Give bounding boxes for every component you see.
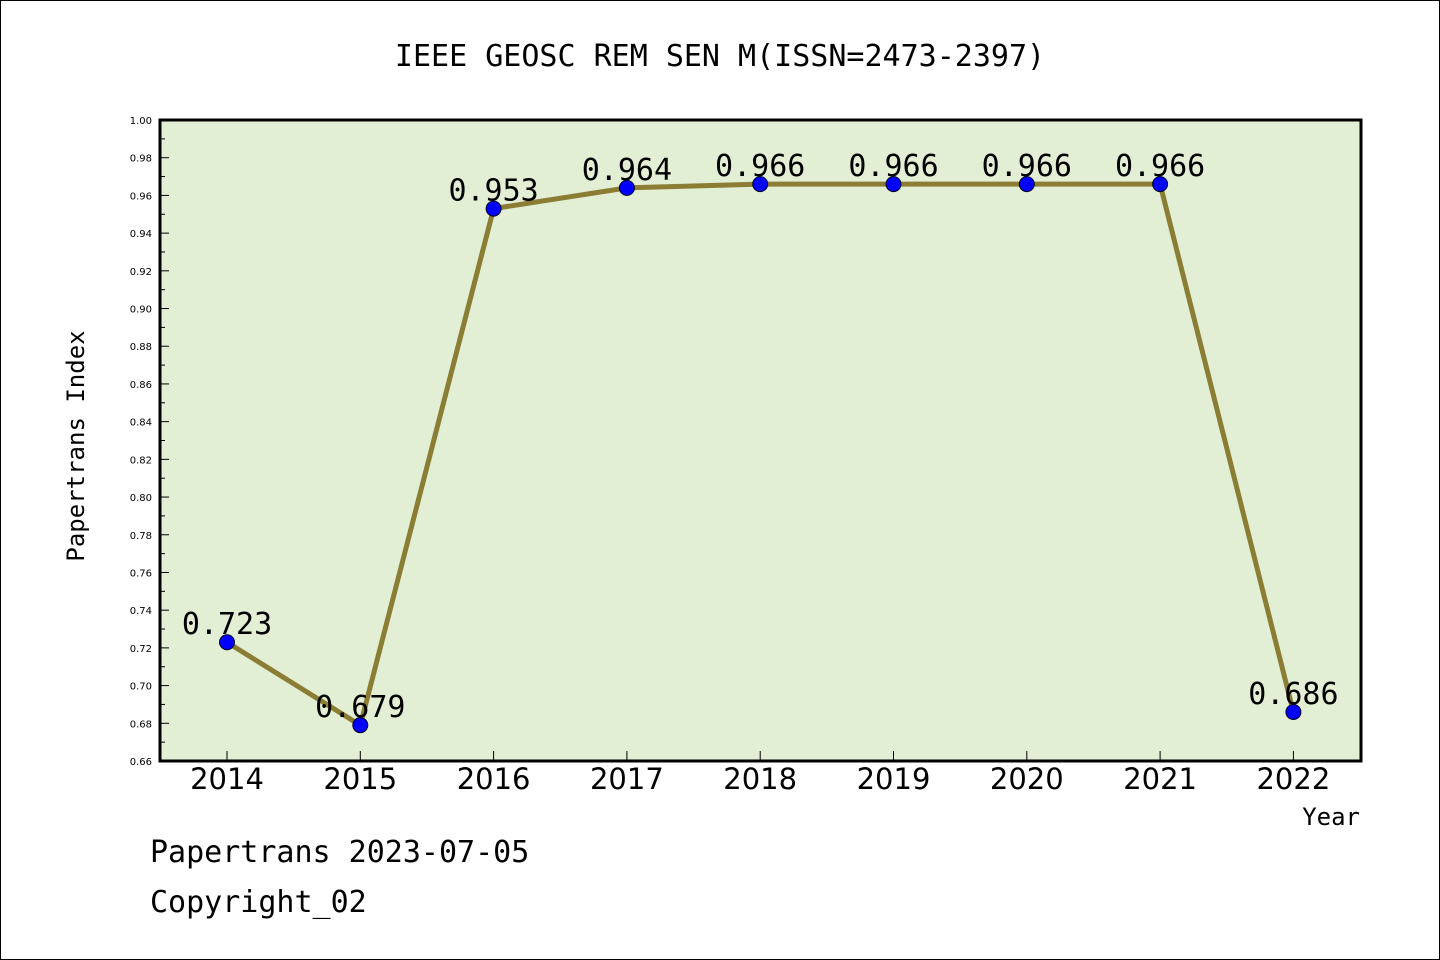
data-label-group: 0.723 0.679 0.953 0.964 0.966 0.966 0.966 0.966… <box>182 149 1339 725</box>
y-tick-label: 1.00 <box>130 116 152 127</box>
x-tick-label: 2014 <box>190 762 264 796</box>
y-tick-label: 0.86 <box>130 380 152 391</box>
x-tick-label: 2017 <box>590 762 664 796</box>
data-label: 0.679 <box>315 690 405 725</box>
x-axis-title: Year <box>1302 803 1360 831</box>
footer-copyright: Copyright_02 <box>150 885 367 920</box>
data-label: 0.964 <box>582 153 672 188</box>
y-tick-label: 0.74 <box>130 606 152 617</box>
data-point-marker <box>352 717 369 734</box>
y-tick-label: 0.88 <box>130 342 152 353</box>
chart-title: IEEE GEOSC REM SEN M(ISSN=2473-2397) <box>395 39 1045 74</box>
x-tick-label: 2015 <box>323 762 397 796</box>
marker-group <box>219 176 1302 734</box>
y-axis: 0.66 0.68 0.70 0.72 0.74 0.76 0.78 0.80 0.82 0.84… <box>130 116 169 768</box>
y-tick-label: 0.96 <box>130 191 152 202</box>
data-label: 0.966 <box>715 149 805 184</box>
y-tick-label: 0.94 <box>130 229 152 240</box>
data-label: 0.953 <box>448 174 538 209</box>
footer-date: Papertrans 2023-07-05 <box>150 835 530 870</box>
data-point-marker <box>752 176 769 193</box>
y-tick-label: 0.76 <box>130 568 152 579</box>
y-tick-label: 0.72 <box>130 644 152 655</box>
y-tick-label: 0.70 <box>130 682 152 693</box>
plot-area <box>158 118 1363 763</box>
x-tick-label: 2016 <box>457 762 531 796</box>
data-point-marker <box>1018 176 1035 193</box>
y-tick-label: 0.90 <box>130 305 152 316</box>
data-label: 0.966 <box>982 149 1072 184</box>
y-tick-label: 0.78 <box>130 531 152 542</box>
y-tick-label: 0.92 <box>130 267 152 278</box>
data-point-marker <box>1285 703 1302 720</box>
y-tick-label: 0.80 <box>130 493 152 504</box>
x-axis: 2014 2015 2016 2017 2018 2019 2020 2021 2022 <box>190 751 1330 796</box>
data-label: 0.686 <box>1248 677 1338 712</box>
data-label: 0.723 <box>182 607 272 642</box>
data-point-marker <box>219 634 235 651</box>
x-tick-label: 2019 <box>857 762 931 796</box>
x-tick-label: 2021 <box>1123 762 1197 796</box>
data-point-marker <box>618 179 635 196</box>
y-axis-title: Papertrans Index <box>62 330 90 561</box>
y-tick-label: 0.98 <box>130 154 152 165</box>
data-label: 0.966 <box>848 149 938 184</box>
y-tick-label: 0.82 <box>130 455 152 466</box>
y-tick-label: 0.84 <box>130 418 152 429</box>
x-tick-label: 2022 <box>1256 762 1330 796</box>
data-point-marker <box>885 176 902 193</box>
x-tick-label: 2020 <box>990 762 1064 796</box>
data-point-marker <box>1152 176 1169 193</box>
x-tick-label: 2018 <box>723 762 797 796</box>
data-point-marker <box>485 200 502 217</box>
data-label: 0.966 <box>1115 149 1205 184</box>
y-tick-label: 0.68 <box>130 719 152 730</box>
y-tick-label: 0.66 <box>130 757 152 768</box>
